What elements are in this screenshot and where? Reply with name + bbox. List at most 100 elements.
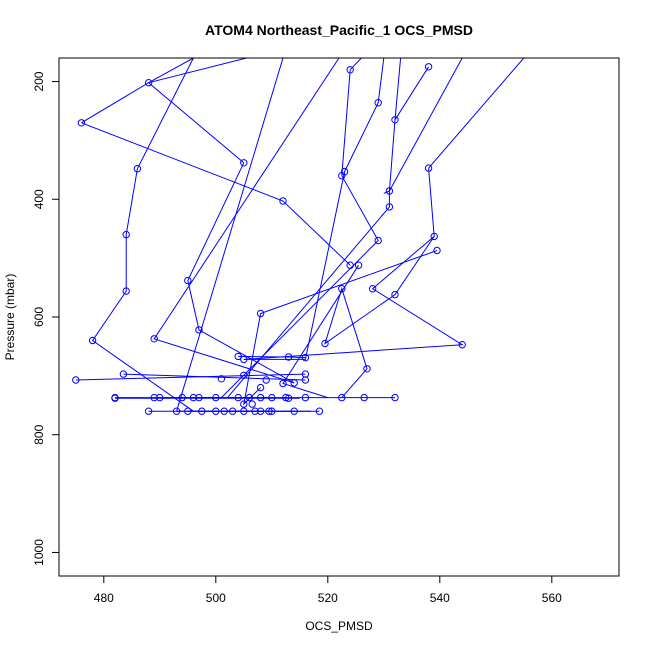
data-point-3 bbox=[240, 159, 248, 167]
data-point-14 bbox=[340, 167, 349, 176]
data-point-60 bbox=[282, 393, 290, 402]
y-axis-label: Pressure (mbar) bbox=[3, 274, 17, 361]
x-tick-label-480: 480 bbox=[94, 591, 114, 605]
data-point-5 bbox=[122, 230, 130, 239]
data-point-33 bbox=[354, 261, 363, 269]
data-point-24 bbox=[195, 326, 203, 334]
chart-title: ATOM4 Northeast_Pacific_1 OCS_PMSD bbox=[205, 22, 473, 38]
data-point-59 bbox=[268, 393, 276, 402]
profile-line-2 bbox=[147, 58, 247, 164]
data-point-49 bbox=[111, 394, 119, 402]
data-point-8 bbox=[279, 197, 287, 205]
data-point-50 bbox=[150, 393, 158, 402]
data-point-37 bbox=[119, 370, 128, 378]
data-point-26 bbox=[290, 379, 298, 387]
data-point-36 bbox=[72, 376, 80, 384]
data-point-44 bbox=[279, 379, 287, 388]
x-tick-label-520: 520 bbox=[318, 591, 338, 605]
data-point-61 bbox=[284, 394, 293, 402]
data-point-55 bbox=[212, 393, 220, 402]
plot-area bbox=[72, 58, 525, 415]
data-point-30 bbox=[363, 365, 371, 373]
profile-line-18 bbox=[282, 264, 360, 399]
data-point-63 bbox=[338, 393, 346, 402]
data-point-75 bbox=[251, 407, 259, 415]
data-point-23 bbox=[184, 276, 192, 285]
data-point-22 bbox=[424, 63, 433, 71]
profile-line-15 bbox=[176, 58, 284, 412]
profile-line-17 bbox=[243, 250, 438, 406]
profile-line-19 bbox=[75, 373, 306, 381]
y-tick-label-600: 600 bbox=[32, 307, 46, 327]
data-point-70 bbox=[198, 407, 206, 415]
profile-line-14 bbox=[153, 58, 340, 384]
x-tick-label-540: 540 bbox=[430, 591, 450, 605]
profile-line-11 bbox=[383, 58, 402, 194]
data-point-67 bbox=[144, 407, 153, 415]
data-point-34 bbox=[240, 400, 248, 408]
data-point-31 bbox=[433, 246, 441, 255]
profile-line-6 bbox=[136, 58, 194, 169]
data-point-57 bbox=[245, 393, 254, 402]
y-tick-label-800: 800 bbox=[32, 424, 46, 444]
data-point-9 bbox=[346, 261, 354, 269]
profile-line-9 bbox=[243, 58, 385, 360]
data-point-66 bbox=[248, 400, 256, 408]
x-tick-label-560: 560 bbox=[542, 591, 562, 605]
data-point-10 bbox=[346, 66, 354, 74]
plot-frame bbox=[58, 57, 620, 577]
data-point-27 bbox=[391, 290, 399, 299]
data-point-68 bbox=[172, 407, 181, 415]
data-point-1 bbox=[77, 119, 86, 127]
data-point-17 bbox=[391, 116, 399, 124]
data-point-65 bbox=[391, 393, 399, 402]
data-point-29 bbox=[338, 285, 346, 293]
data-point-51 bbox=[156, 393, 164, 402]
profile-line-7 bbox=[349, 58, 362, 71]
data-point-15 bbox=[385, 187, 394, 195]
data-point-58 bbox=[256, 393, 265, 402]
data-point-69 bbox=[184, 407, 192, 415]
data-point-40 bbox=[234, 352, 242, 361]
data-point-4 bbox=[133, 165, 142, 173]
data-point-52 bbox=[178, 393, 186, 402]
data-point-19 bbox=[430, 232, 438, 241]
data-point-32 bbox=[256, 309, 265, 318]
profile-line-4 bbox=[91, 168, 194, 412]
data-point-54 bbox=[195, 393, 203, 402]
profile-line-13 bbox=[394, 66, 430, 121]
x-axis-label: OCS_PMSD bbox=[305, 619, 373, 633]
data-point-72 bbox=[220, 407, 228, 415]
data-point-16 bbox=[385, 203, 394, 211]
data-point-35 bbox=[256, 383, 265, 392]
data-point-7 bbox=[88, 336, 97, 345]
data-point-76 bbox=[256, 407, 265, 415]
data-point-28 bbox=[321, 339, 329, 348]
data-point-74 bbox=[240, 407, 248, 415]
data-point-62 bbox=[301, 393, 310, 402]
y-axis: 200 400 600 800 1000 bbox=[32, 71, 59, 566]
x-tick-label-500: 500 bbox=[206, 591, 226, 605]
data-point-18 bbox=[424, 164, 433, 172]
y-tick-label-1000: 1000 bbox=[32, 539, 46, 566]
profile-line-8 bbox=[221, 69, 379, 398]
data-point-56 bbox=[234, 393, 242, 402]
data-point-25 bbox=[150, 335, 158, 343]
data-point-80 bbox=[315, 407, 324, 415]
data-point-43 bbox=[240, 355, 248, 364]
data-point-13 bbox=[374, 99, 382, 107]
data-point-73 bbox=[228, 407, 237, 415]
data-point-39 bbox=[301, 376, 310, 384]
profile-line-20 bbox=[123, 373, 306, 381]
data-point-45 bbox=[217, 375, 226, 383]
data-point-71 bbox=[212, 407, 220, 415]
data-point-41 bbox=[284, 353, 293, 361]
profile-line-5 bbox=[81, 122, 351, 266]
data-point-78 bbox=[268, 407, 276, 415]
data-point-53 bbox=[189, 393, 198, 402]
data-point-47 bbox=[262, 376, 270, 384]
x-axis: 480 500 520 540 560 bbox=[94, 576, 562, 605]
profile-line-10 bbox=[226, 58, 463, 399]
